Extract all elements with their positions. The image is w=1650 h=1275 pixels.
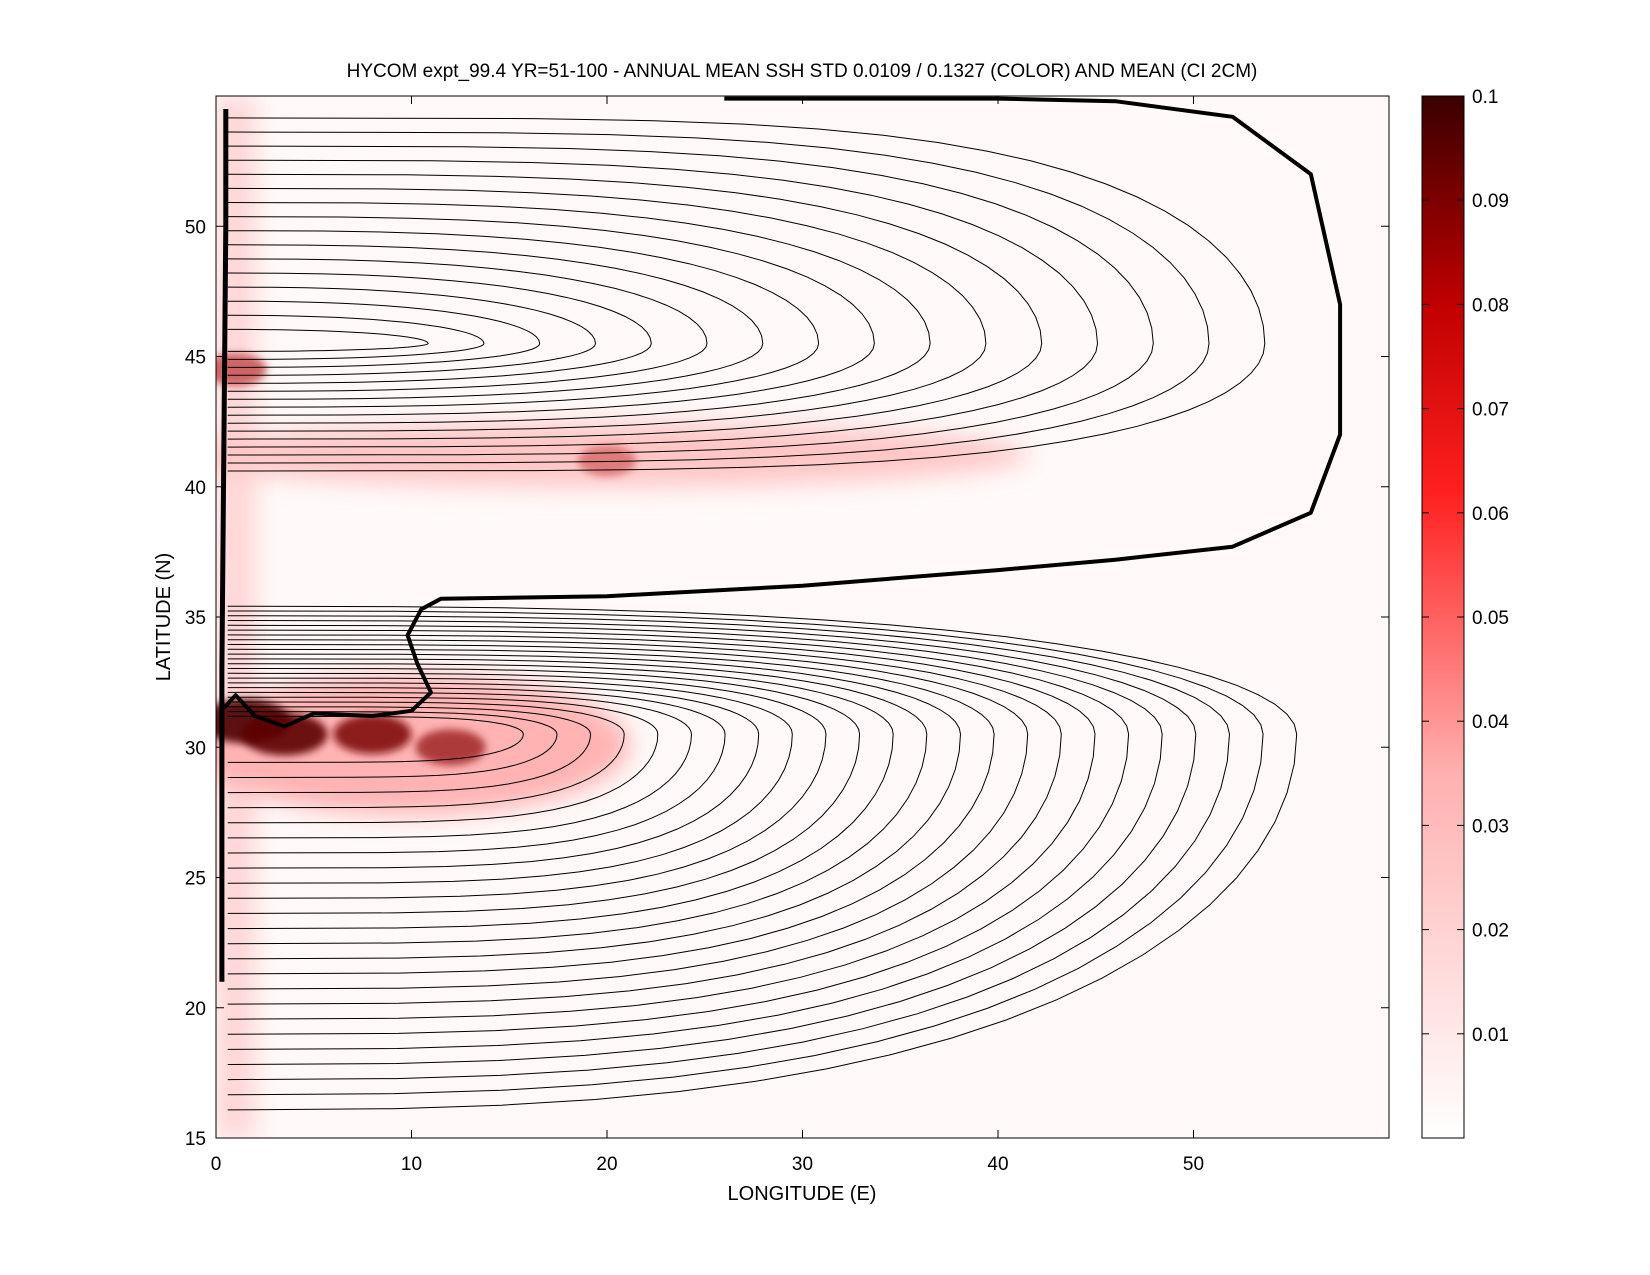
- mean-ssh-contours: [219, 96, 1343, 1111]
- colorbar-tick-label: 0.09: [1472, 191, 1509, 212]
- variability-hotspot-1: [241, 713, 328, 756]
- y-tick-label: 15: [185, 1129, 206, 1150]
- y-axis-label: LATITUDE (N): [153, 553, 175, 682]
- colorbar-tick-label: 0.1: [1472, 87, 1498, 108]
- contour-south-4: [227, 701, 625, 809]
- y-tick-label: 35: [185, 608, 206, 629]
- x-tick-label: 20: [596, 1154, 617, 1175]
- contour-south-18: [227, 634, 1096, 1020]
- x-axis-label: LONGITUDE (E): [728, 1183, 877, 1205]
- contour-north-12: [227, 173, 1043, 440]
- variability-hotspot-2: [333, 714, 412, 754]
- contour-south-10: [227, 672, 827, 899]
- x-tick-label: 50: [1183, 1154, 1204, 1175]
- contour-south-24: [227, 605, 1298, 1111]
- colorbar-tick-label: 0.03: [1472, 816, 1509, 837]
- contour-south-8: [227, 682, 760, 869]
- contour-north-2: [227, 314, 485, 360]
- y-tick-label: 40: [185, 478, 206, 499]
- colorbar-tick-label: 0.02: [1472, 921, 1509, 942]
- contour-north-4: [227, 286, 597, 376]
- contour-south-21: [227, 620, 1197, 1065]
- x-tick-label: 0: [211, 1154, 222, 1175]
- zero-contour: [222, 96, 1343, 729]
- colorbar-tick-label: 0.07: [1472, 400, 1509, 421]
- variability-hotspot-3: [415, 729, 486, 766]
- contour-north-8: [227, 230, 820, 408]
- contour-south-2: [227, 711, 558, 778]
- y-tick-label: 45: [185, 348, 206, 369]
- western-boundary-current: [219, 109, 229, 982]
- y-tick-label: 30: [185, 738, 206, 759]
- y-tick-label: 50: [185, 217, 206, 238]
- contour-south-20: [227, 624, 1163, 1050]
- contour-north-7: [227, 244, 764, 400]
- contour-north-1: [227, 328, 429, 352]
- contour-north-6: [227, 258, 708, 392]
- variability-hotspot-5: [216, 353, 267, 386]
- x-tick-label: 10: [401, 1154, 422, 1175]
- x-tick-label: 30: [792, 1154, 813, 1175]
- x-tick-label: 40: [987, 1154, 1008, 1175]
- contour-south-3: [227, 706, 592, 794]
- contour-south-17: [227, 639, 1062, 1005]
- contour-south-9: [227, 677, 793, 884]
- contour-south-11: [227, 668, 861, 914]
- contour-south-14: [227, 653, 962, 960]
- contour-south-16: [227, 644, 1029, 990]
- contour-north-11: [227, 187, 987, 432]
- contour-south-15: [227, 648, 995, 975]
- contour-south-7: [227, 687, 726, 854]
- plot-area: [216, 96, 1389, 1138]
- contour-south-5: [227, 696, 659, 824]
- colorbar-tick-label: 0.05: [1472, 608, 1509, 629]
- colorbar-tick-label: 0.06: [1472, 504, 1509, 525]
- contour-south-12: [227, 663, 894, 930]
- contour-south-19: [227, 629, 1130, 1035]
- contour-north-10: [227, 202, 931, 424]
- contour-south-13: [227, 658, 928, 945]
- colorbar-tick-label: 0.01: [1472, 1025, 1509, 1046]
- contour-north-14: [227, 145, 1154, 456]
- contour-south-23: [227, 610, 1264, 1096]
- contour-south-6: [227, 691, 693, 839]
- contour-north-5: [227, 272, 652, 384]
- contour-north-13: [227, 159, 1099, 448]
- contour-north-9: [227, 216, 875, 416]
- contour-north-3: [227, 300, 541, 368]
- contour-north-15: [227, 131, 1210, 464]
- contour-south-22: [227, 615, 1231, 1081]
- colorbar-tick-label: 0.08: [1472, 295, 1509, 316]
- contour-north-16: [227, 117, 1266, 472]
- y-tick-label: 25: [185, 869, 206, 890]
- colorbar-tick-label: 0.04: [1472, 712, 1509, 733]
- contour-south-1: [227, 715, 524, 763]
- chart-title: HYCOM expt_99.4 YR=51-100 - ANNUAL MEAN …: [347, 61, 1258, 82]
- y-tick-label: 20: [185, 999, 206, 1020]
